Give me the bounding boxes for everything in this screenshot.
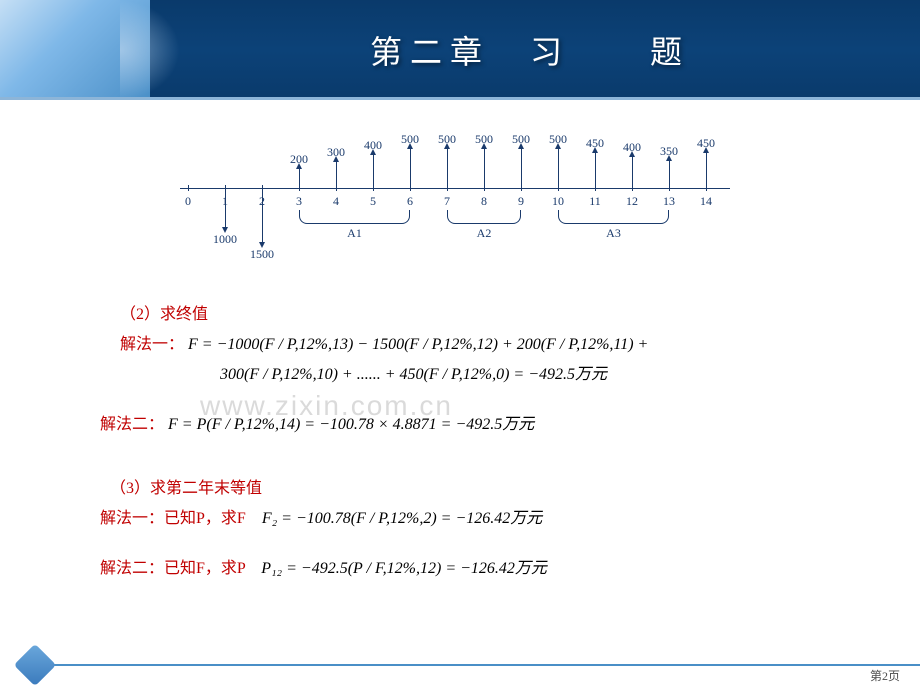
up-value-11: 450 (586, 136, 604, 151)
up-value-4: 300 (327, 145, 345, 160)
tick-label-6: 6 (407, 194, 413, 209)
up-value-5: 400 (364, 138, 382, 153)
up-arrow-14 (706, 152, 707, 188)
method1-formula-line1: F = −1000(F / P,12%,13) − 1500(F / P,12%… (188, 336, 648, 353)
up-arrow-12 (632, 156, 633, 188)
up-arrow-11 (595, 152, 596, 188)
up-value-8: 500 (475, 132, 493, 147)
section2-heading: （2）求终值 (120, 300, 880, 324)
tick-label-4: 4 (333, 194, 339, 209)
footer-bar (40, 664, 920, 666)
brace-A3 (558, 210, 669, 224)
s3-method2-formula: P₁₂ = −492.5(P / F,12%,12) = −126.42万元 (261, 560, 547, 577)
brace-label-A3: A3 (606, 226, 621, 241)
brace-A1 (299, 210, 410, 224)
down-arrow-1 (225, 188, 226, 228)
cashflow-diagram: 0123456789101112131420030040050050050050… (180, 120, 740, 280)
up-arrow-13 (669, 160, 670, 188)
page-number: 第2页 (870, 667, 900, 684)
s3-method1-label: 解法一：已知P，求F (100, 510, 246, 527)
method1-formula-line2-row: 300(F / P,12%,10) + ...... + 450(F / P,1… (220, 360, 880, 384)
down-value-2: 1500 (250, 247, 274, 262)
up-arrow-6 (410, 148, 411, 188)
up-value-7: 500 (438, 132, 456, 147)
tick-label-7: 7 (444, 194, 450, 209)
tick-label-0: 0 (185, 194, 191, 209)
slide-content: 0123456789101112131420030040050050050050… (0, 100, 920, 578)
tick-label-12: 12 (626, 194, 638, 209)
up-arrow-3 (299, 168, 300, 188)
up-arrow-10 (558, 148, 559, 188)
tick-label-8: 8 (481, 194, 487, 209)
up-arrow-5 (373, 154, 374, 188)
up-arrow-4 (336, 161, 337, 188)
tick-label-3: 3 (296, 194, 302, 209)
footer-diamond-icon (14, 644, 56, 686)
section3-method2: 解法二：已知F，求P P₁₂ = −492.5(P / F,12%,12) = … (100, 554, 880, 578)
up-value-9: 500 (512, 132, 530, 147)
header-decoration (0, 0, 150, 100)
tick-label-11: 11 (589, 194, 601, 209)
up-value-12: 400 (623, 140, 641, 155)
up-arrow-8 (484, 148, 485, 188)
brace-label-A1: A1 (347, 226, 362, 241)
down-value-1: 1000 (213, 232, 237, 247)
section3-heading: （3）求第二年末等值 (110, 474, 880, 498)
section3-method1: 解法一：已知P，求F F₂ = −100.78(F / P,12%,2) = −… (100, 504, 880, 528)
s3-method2-label: 解法二：已知F，求P (100, 560, 245, 577)
up-value-3: 200 (290, 152, 308, 167)
section2-method1: 解法一： F = −1000(F / P,12%,13) − 1500(F / … (120, 330, 880, 354)
up-arrow-7 (447, 148, 448, 188)
tick-label-5: 5 (370, 194, 376, 209)
up-value-10: 500 (549, 132, 567, 147)
tick-label-9: 9 (518, 194, 524, 209)
method1-formula-line2: 300(F / P,12%,10) + ...... + 450(F / P,1… (220, 366, 607, 383)
tick-label-13: 13 (663, 194, 675, 209)
tick-label-14: 14 (700, 194, 712, 209)
tick-label-10: 10 (552, 194, 564, 209)
up-value-6: 500 (401, 132, 419, 147)
up-value-13: 350 (660, 144, 678, 159)
down-arrow-2 (262, 188, 263, 243)
section2-method2: 解法二： F = P(F / P,12%,14) = −100.78 × 4.8… (100, 410, 880, 434)
slide-header: 第二章 习 题 (0, 0, 920, 100)
method1-label: 解法一： (120, 336, 184, 353)
tick-0 (188, 185, 189, 191)
up-arrow-9 (521, 148, 522, 188)
method2-label: 解法二： (100, 416, 164, 433)
s3-method1-formula: F₂ = −100.78(F / P,12%,2) = −126.42万元 (262, 510, 542, 527)
slide-title: 第二章 习 题 (370, 27, 690, 73)
brace-A2 (447, 210, 521, 224)
brace-label-A2: A2 (477, 226, 492, 241)
up-value-14: 450 (697, 136, 715, 151)
method2-formula: F = P(F / P,12%,14) = −100.78 × 4.8871 =… (168, 416, 534, 433)
